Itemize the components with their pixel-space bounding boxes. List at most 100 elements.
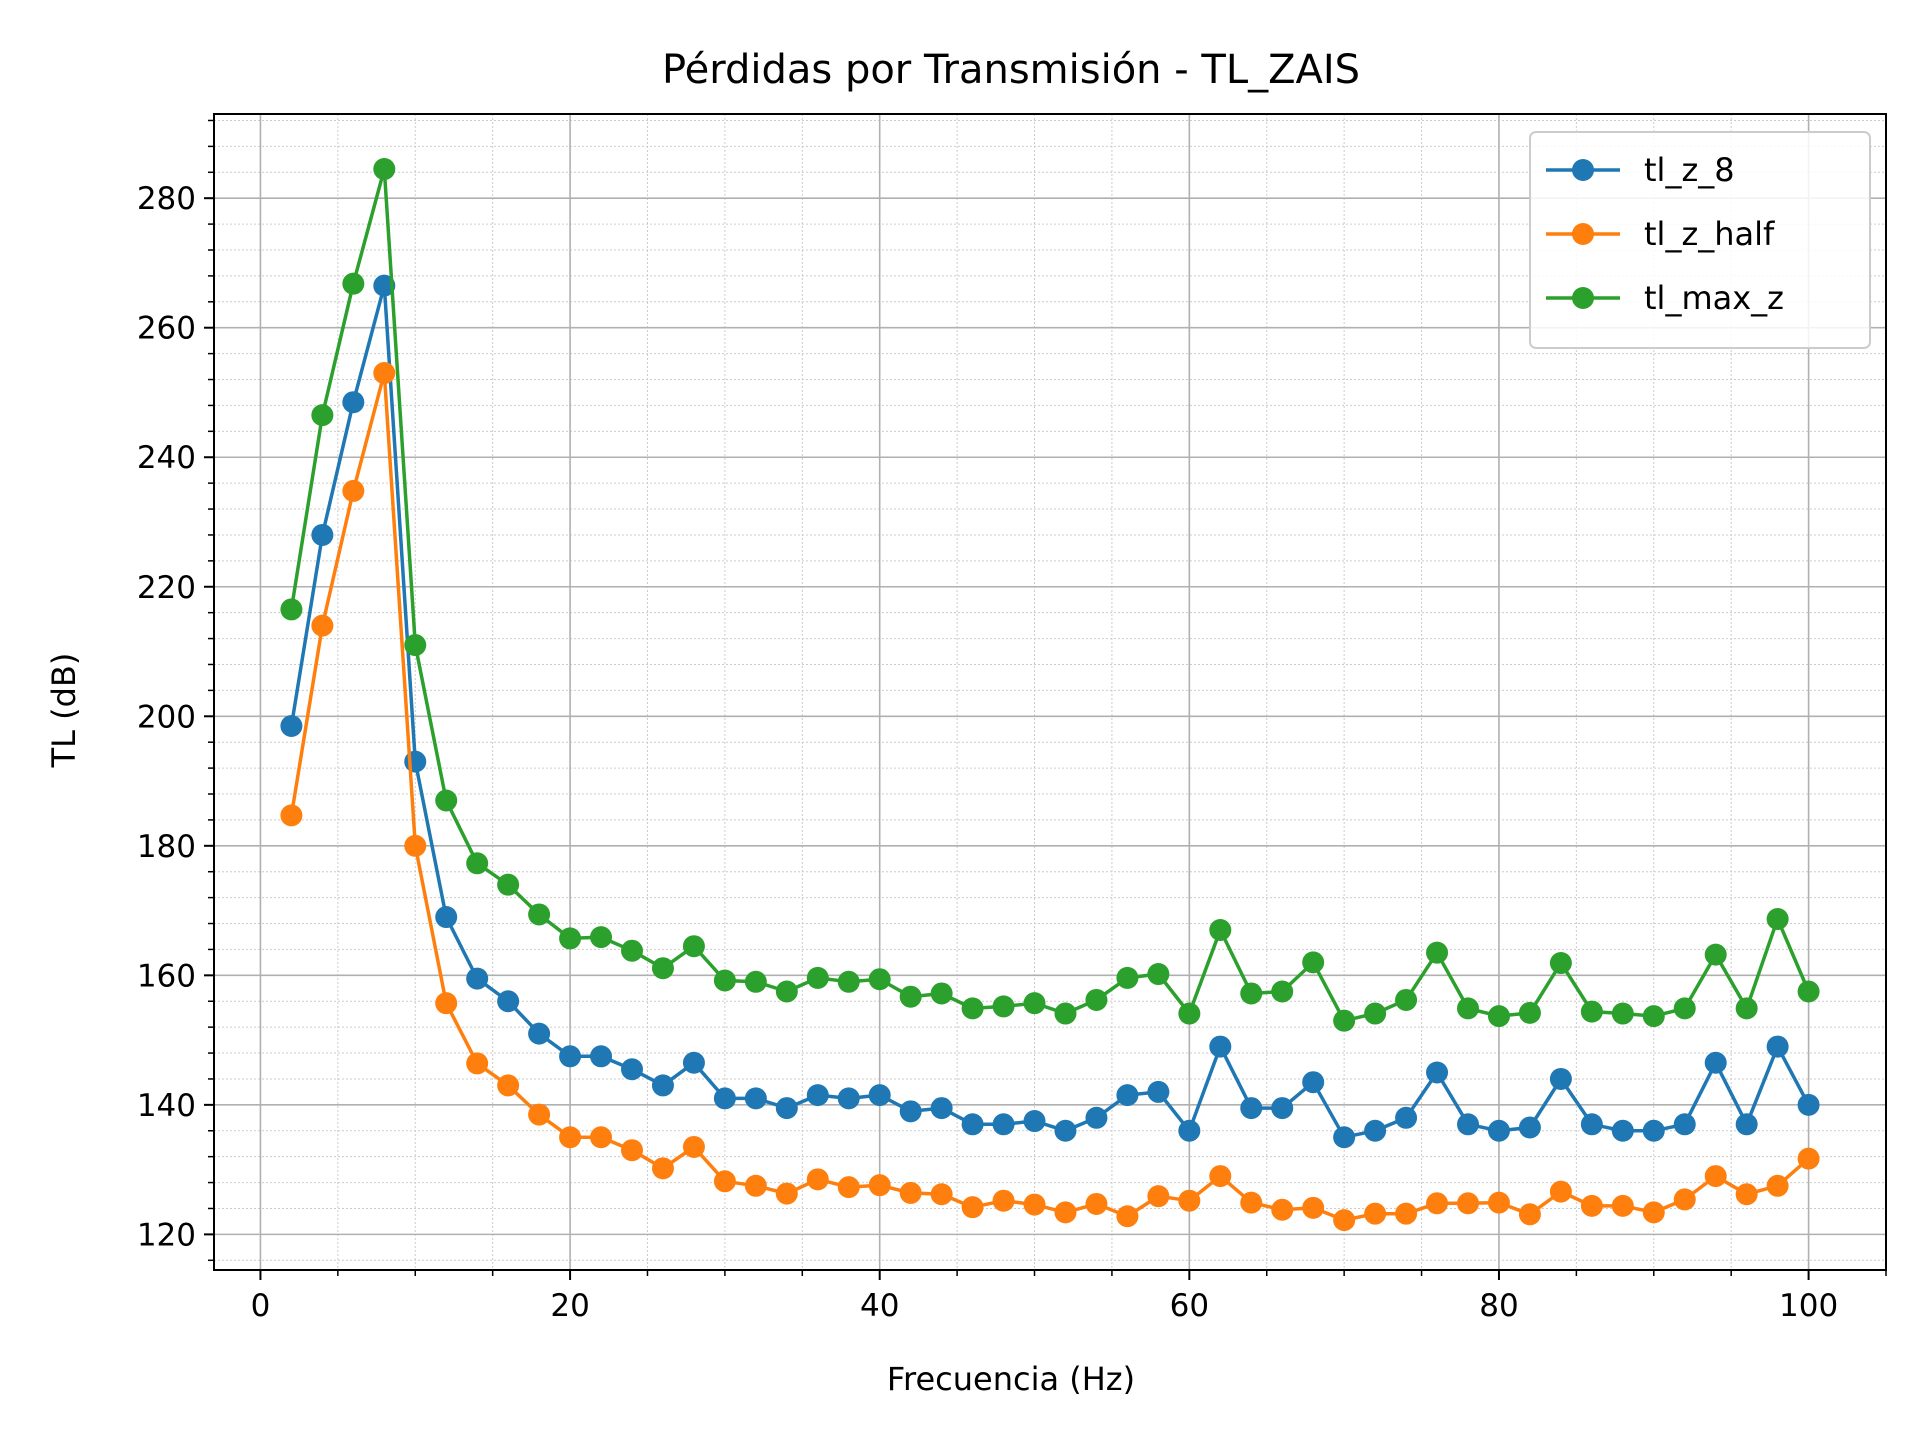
- data-point-tl_z_half: [713, 1170, 736, 1193]
- y-tick-label: 240: [137, 440, 196, 476]
- data-point-tl_z_8: [497, 990, 520, 1013]
- data-point-tl_z_8: [868, 1084, 891, 1107]
- y-tick-label: 140: [137, 1088, 196, 1124]
- data-point-tl_z_half: [961, 1196, 984, 1219]
- data-point-tl_z_8: [621, 1058, 643, 1081]
- y-tick-label: 280: [137, 181, 196, 217]
- data-point-tl_z_8: [435, 906, 458, 929]
- data-point-tl_z_half: [1518, 1203, 1541, 1226]
- data-point-tl_z_half: [744, 1174, 767, 1197]
- data-point-tl_z_8: [1704, 1051, 1727, 1074]
- data-point-tl_z_half: [651, 1157, 674, 1180]
- data-point-tl_z_half: [1085, 1192, 1108, 1215]
- legend-box: [1529, 131, 1871, 349]
- y-tick-label: 120: [137, 1217, 196, 1253]
- data-point-tl_max_z: [961, 997, 984, 1020]
- plot-area-frame: [213, 113, 1887, 1271]
- data-point-tl_z_8: [1364, 1119, 1387, 1142]
- data-point-tl_z_8: [1085, 1106, 1108, 1129]
- series-tl_z_8: [280, 274, 1820, 1149]
- data-point-tl_z_half: [837, 1176, 860, 1199]
- x-tick-label: 40: [860, 1288, 899, 1324]
- data-point-tl_max_z: [621, 939, 643, 962]
- axis-ticks: 0 20 40 60 80 100 120 140 160 180 200 220 240 260 280: [137, 119, 1887, 1324]
- data-point-tl_max_z: [1580, 1000, 1603, 1023]
- data-point-tl_max_z: [342, 272, 365, 295]
- data-point-tl_max_z: [280, 598, 303, 621]
- data-point-tl_z_8: [930, 1097, 953, 1120]
- data-point-tl_z_8: [1487, 1119, 1510, 1142]
- data-point-tl_z_half: [559, 1126, 582, 1149]
- data-point-tl_z_half: [590, 1126, 613, 1149]
- data-point-tl_z_8: [1147, 1080, 1170, 1103]
- data-point-tl_z_8: [1735, 1113, 1758, 1136]
- data-point-tl_max_z: [559, 927, 582, 950]
- data-point-tl_max_z: [1054, 1002, 1077, 1025]
- data-point-tl_max_z: [1611, 1002, 1634, 1025]
- data-point-tl_z_8: [1209, 1035, 1232, 1058]
- data-point-tl_z_half: [1426, 1192, 1449, 1215]
- data-point-tl_max_z: [1116, 966, 1139, 989]
- data-point-tl_z_8: [528, 1022, 551, 1045]
- y-tick-label: 180: [137, 829, 196, 865]
- data-point-tl_max_z: [1704, 943, 1727, 966]
- data-point-tl_z_half: [1209, 1165, 1232, 1188]
- data-point-tl_max_z: [1023, 992, 1046, 1015]
- x-tick-label: 100: [1779, 1288, 1838, 1324]
- data-point-tl_z_8: [1178, 1119, 1201, 1142]
- series-tl_z_half: [280, 362, 1820, 1232]
- x-tick-label: 80: [1479, 1288, 1518, 1324]
- data-point-tl_z_8: [1611, 1119, 1634, 1142]
- data-point-tl_z_half: [992, 1189, 1015, 1212]
- data-point-tl_max_z: [837, 970, 860, 993]
- data-point-tl_max_z: [311, 404, 334, 427]
- data-point-tl_max_z: [1085, 988, 1108, 1011]
- data-point-tl_z_half: [1023, 1193, 1046, 1216]
- data-point-tl_z_half: [775, 1182, 798, 1205]
- data-point-tl_max_z: [1333, 1009, 1356, 1032]
- data-point-tl_z_8: [1023, 1110, 1046, 1133]
- data-point-tl_z_8: [311, 523, 334, 546]
- data-point-tl_max_z: [1673, 997, 1696, 1020]
- data-point-tl_max_z: [1766, 907, 1789, 930]
- data-point-tl_z_half: [621, 1139, 643, 1162]
- data-point-tl_z_half: [435, 992, 458, 1015]
- data-point-tl_max_z: [1426, 941, 1449, 964]
- legend-marker-tl_z_half: [1572, 223, 1594, 245]
- data-point-tl_z_half: [404, 834, 427, 857]
- data-point-tl_z_half: [466, 1052, 489, 1075]
- data-point-tl_z_8: [1797, 1093, 1820, 1116]
- legend-marker-tl_max_z: [1572, 287, 1594, 309]
- data-point-tl_z_8: [806, 1084, 829, 1107]
- data-point-tl_max_z: [1178, 1002, 1201, 1025]
- data-point-tl_z_8: [1116, 1084, 1139, 1107]
- data-point-tl_z_half: [1271, 1198, 1294, 1221]
- data-point-tl_max_z: [930, 982, 953, 1005]
- data-point-tl_z_8: [713, 1087, 736, 1110]
- y-axis-label: TL (dB): [45, 653, 83, 769]
- data-point-tl_z_half: [682, 1135, 705, 1158]
- data-point-tl_z_half: [899, 1181, 922, 1204]
- data-point-tl_max_z: [682, 935, 705, 958]
- data-point-tl_z_8: [1457, 1113, 1479, 1136]
- data-point-tl_z_half: [1735, 1183, 1758, 1206]
- data-point-tl_z_8: [1580, 1113, 1603, 1136]
- data-point-tl_z_half: [1549, 1180, 1572, 1203]
- data-point-tl_z_8: [280, 715, 303, 737]
- data-point-tl_max_z: [806, 966, 829, 989]
- data-point-tl_max_z: [651, 957, 674, 980]
- data-point-tl_z_8: [1673, 1113, 1696, 1136]
- data-point-tl_z_half: [1240, 1191, 1263, 1214]
- x-axis-label: Frecuencia (Hz): [887, 1360, 1135, 1398]
- data-point-tl_max_z: [1642, 1005, 1665, 1028]
- data-point-tl_z_half: [342, 479, 365, 502]
- data-point-tl_z_8: [1240, 1097, 1263, 1120]
- data-point-tl_max_z: [868, 968, 891, 991]
- data-point-tl_z_half: [1302, 1196, 1325, 1219]
- data-point-tl_max_z: [1209, 919, 1232, 941]
- data-point-tl_max_z: [590, 926, 613, 949]
- series-tl_max_z: [280, 158, 1820, 1032]
- y-tick-label: 160: [137, 958, 196, 994]
- data-point-tl_z_half: [1673, 1188, 1696, 1211]
